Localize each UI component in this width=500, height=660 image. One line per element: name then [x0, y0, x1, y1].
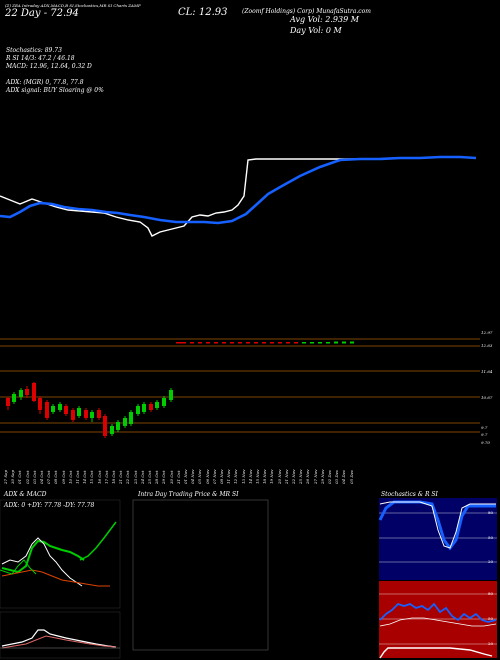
- date-label: 08 Nov: [219, 469, 224, 484]
- date-label: 07 Nov: [211, 469, 217, 484]
- date-label: 14 Oct: [82, 470, 88, 485]
- date-label: 02 Dec: [327, 469, 332, 484]
- date-label: 04 Dec: [341, 469, 347, 484]
- date-label: 30 Oct: [168, 470, 174, 485]
- date-label: 21 Nov: [283, 469, 289, 484]
- macd-panel-frame: [0, 611, 121, 659]
- date-label: 31 Oct: [175, 470, 181, 485]
- stochastics-panel-bg: [379, 498, 497, 580]
- date-label: 23 Oct: [132, 470, 138, 485]
- date-label: 12 Nov: [233, 469, 239, 484]
- stoch-tick-50: 50: [488, 535, 494, 540]
- date-label: 04 Nov: [190, 469, 196, 484]
- stochastics-panel-title: Stochastics & R SI: [381, 491, 438, 498]
- price-label-5: 9.7: [481, 425, 488, 430]
- date-axis: 27 Sep 30 Sep 01 Oct 02 Oct 03 Oct 04 Oct 07 O…: [3, 448, 363, 488]
- date-label: 01 Nov: [183, 469, 188, 484]
- date-label: 10 Oct: [67, 470, 73, 485]
- date-label: 14 Nov: [247, 469, 253, 484]
- rsi-readout: R SI 14/3: 47.2 / 46.18: [6, 55, 75, 62]
- date-label: 07 Oct: [46, 470, 52, 485]
- date-label: 08 Oct: [53, 470, 59, 485]
- date-label: 15 Nov: [255, 469, 260, 484]
- date-label: 11 Nov: [226, 469, 232, 484]
- price-label-6: 9.7: [481, 432, 488, 437]
- date-label: 13 Nov: [240, 469, 246, 484]
- date-label: 15 Oct: [89, 470, 95, 485]
- rsi-tick-80: 80: [488, 591, 494, 596]
- date-label: 25 Oct: [147, 470, 152, 485]
- close-value: CL: 12.93: [178, 7, 228, 18]
- date-label: 11 Oct: [75, 470, 80, 485]
- date-label: 03 Oct: [31, 470, 37, 485]
- adx-panel-title: ADX & MACD: [4, 491, 47, 498]
- date-label: 04 Oct: [39, 470, 44, 485]
- date-label: 29 Nov: [319, 469, 325, 484]
- rsi-tick-20: 20: [488, 641, 494, 646]
- date-label: 05 Dec: [348, 469, 354, 484]
- adx-panel-frame: [0, 499, 121, 609]
- date-label: 03 Dec: [334, 469, 340, 484]
- date-label: 25 Nov: [298, 469, 304, 484]
- date-label: 21 Oct: [118, 470, 124, 485]
- adx-signal-readout: ADX signal: BUY Sloaring @ 0%: [6, 87, 104, 94]
- company-name: (Zoomf Holdings) Corp) MunafaSutra.com: [242, 8, 371, 15]
- date-label: 22 Oct: [125, 470, 131, 485]
- price-label-1: 12.97: [481, 330, 493, 335]
- date-label: 06 Nov: [204, 469, 210, 484]
- date-label: 22 Nov: [291, 469, 296, 484]
- day-volume: Day Vol: 0 M: [290, 26, 342, 35]
- macd-readout: MACD: 12.96, 12.64, 0.32 D: [6, 63, 92, 70]
- date-label: 19 Nov: [269, 469, 275, 484]
- date-label: 29 Oct: [161, 470, 167, 485]
- date-label: 17 Oct: [103, 470, 109, 485]
- date-label: 24 Oct: [139, 470, 145, 485]
- stochastics-readout: Stochastics: 89.73: [6, 47, 62, 54]
- adx-values: ADX: 0 +DY: 77.78 -DY: 77.78: [4, 502, 95, 509]
- flat-candles: [176, 341, 354, 344]
- date-label: 18 Nov: [262, 469, 268, 484]
- moving-average-line: [0, 155, 477, 225]
- stoch-tick-20: 20: [488, 559, 494, 564]
- date-label: 09 Oct: [60, 470, 66, 485]
- avg-volume: Avg Vol: 2.939 M: [290, 15, 359, 24]
- price-label-3: 11.64: [481, 369, 493, 374]
- adx-readout: ADX: (MGR) 0, 77.8, 77.8: [6, 79, 84, 86]
- date-label: 16 Oct: [96, 470, 102, 485]
- date-label: 27 Sep: [3, 469, 8, 484]
- stoch-tick-80: 80: [488, 510, 494, 515]
- chart-title: (Z) ZEA Intraday ADX,MACD,B SI,Stochasti…: [5, 3, 141, 8]
- date-label: 01 Oct: [17, 470, 23, 485]
- date-label: 02 Oct: [24, 470, 30, 485]
- date-label: 18 Oct: [111, 470, 116, 485]
- date-label: 28 Oct: [154, 470, 160, 485]
- date-label: 30 Sep: [10, 469, 16, 484]
- date-label: 20 Nov: [276, 469, 282, 484]
- price-label-2: 12.63: [481, 343, 493, 348]
- candlesticks: [6, 382, 173, 438]
- mrsi-panel-frame: [132, 499, 269, 651]
- date-line: 22 Day - 72.94: [5, 8, 79, 19]
- rsi-panel-bg: [379, 581, 497, 658]
- mrsi-panel-title: Intra Day Trading Price & MR SI: [138, 491, 239, 498]
- date-label: 05 Nov: [197, 469, 203, 484]
- date-label: 26 Nov: [305, 469, 311, 484]
- price-line: [0, 156, 477, 237]
- date-label: 27 Nov: [312, 469, 318, 484]
- rsi-tick-50: 50: [488, 616, 494, 621]
- price-label-7: 9.70: [481, 440, 490, 445]
- price-label-4: 10.67: [481, 395, 493, 400]
